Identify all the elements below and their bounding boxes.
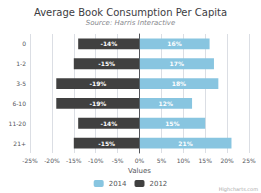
svg-text:5%: 5% [157,157,167,164]
svg-text:12%: 12% [159,100,173,107]
svg-text:10%: 10% [177,157,191,164]
svg-text:-19%: -19% [89,80,106,87]
svg-text:-10%: -10% [88,157,104,164]
svg-text:15%: 15% [165,120,179,127]
svg-text:21+: 21+ [13,140,26,147]
svg-text:11-20: 11-20 [9,120,27,127]
svg-text:-14%: -14% [100,40,117,47]
svg-text:-15%: -15% [98,60,115,67]
svg-text:3-5: 3-5 [16,80,26,87]
svg-text:18%: 18% [172,80,186,87]
svg-text:2014: 2014 [109,180,127,188]
svg-text:0%: 0% [135,157,145,164]
svg-text:Values: Values [128,167,151,175]
svg-text:6-10: 6-10 [12,100,26,107]
svg-text:Source: Harris Interactive: Source: Harris Interactive [86,19,176,27]
svg-text:25%: 25% [242,157,256,164]
svg-text:-15%: -15% [66,157,82,164]
svg-text:-5%: -5% [112,157,124,164]
svg-text:-19%: -19% [89,100,106,107]
svg-text:17%: 17% [170,60,184,67]
svg-text:1-2: 1-2 [16,60,26,67]
svg-text:-25%: -25% [22,157,38,164]
svg-text:Highcharts.com: Highcharts.com [219,186,258,193]
svg-text:0: 0 [22,40,26,47]
svg-text:16%: 16% [167,40,181,47]
svg-text:-15%: -15% [98,140,115,147]
svg-text:-20%: -20% [44,157,60,164]
svg-text:21%: 21% [178,140,192,147]
svg-text:20%: 20% [220,157,234,164]
svg-text:Average Book Consumption Per C: Average Book Consumption Per Capita [34,7,227,18]
svg-text:15%: 15% [199,157,213,164]
svg-text:-14%: -14% [100,120,117,127]
svg-text:2012: 2012 [150,180,168,188]
